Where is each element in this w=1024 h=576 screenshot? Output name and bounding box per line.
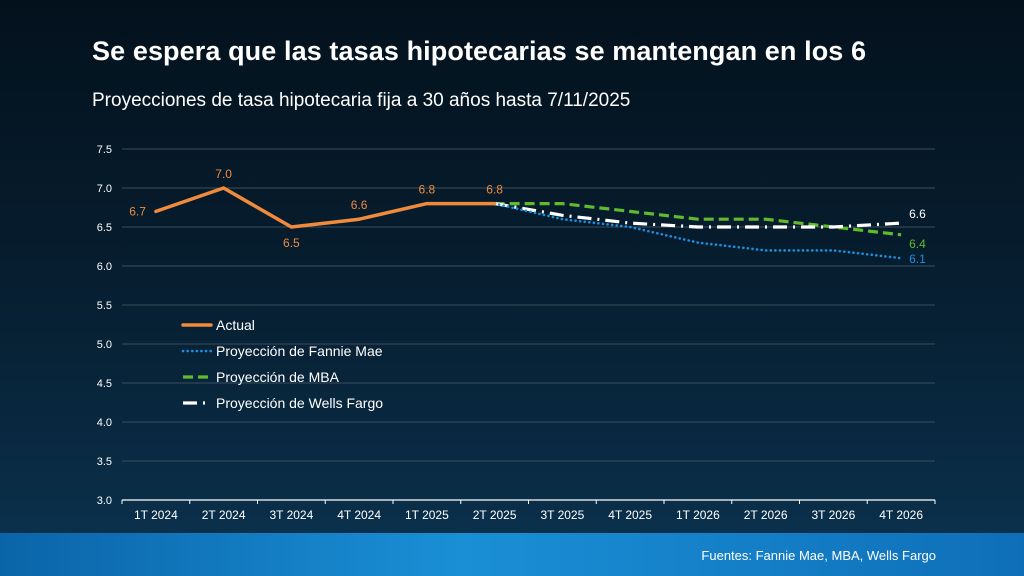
legend-label-actual: Actual [216, 317, 255, 333]
page-title: Se espera que las tasas hipotecarias se … [92, 36, 867, 66]
source-text: Fuentes: Fannie Mae, MBA, Wells Fargo [701, 548, 936, 563]
footer-bar [0, 533, 1024, 576]
x-tick-label: 4T 2026 [879, 508, 923, 522]
x-tick-label: 4T 2025 [608, 508, 652, 522]
x-tick-label: 4T 2024 [337, 508, 381, 522]
data-label-fannie: 6.1 [909, 252, 926, 266]
y-tick-label: 3.5 [97, 456, 112, 468]
legend-label-fannie: Proyección de Fannie Mae [216, 343, 383, 359]
series-line-fannie [493, 202, 903, 260]
y-tick-label: 6.5 [97, 222, 112, 234]
x-tick-label: 2T 2026 [744, 508, 788, 522]
y-tick-label: 6.0 [97, 261, 112, 273]
data-label-wells: 6.6 [909, 207, 926, 221]
x-tick-label: 3T 2025 [540, 508, 584, 522]
data-label-actual: 6.8 [419, 183, 436, 197]
data-label-actual: 7.0 [215, 167, 232, 181]
legend-label-mba: Proyección de MBA [216, 369, 340, 385]
series-line-wells [494, 202, 902, 229]
y-tick-label: 5.0 [97, 339, 112, 351]
x-tick-label: 2T 2025 [473, 508, 517, 522]
x-tick-label: 1T 2024 [134, 508, 178, 522]
x-tick-label: 3T 2026 [811, 508, 855, 522]
y-tick-label: 5.5 [97, 300, 112, 312]
page-subtitle: Proyecciones de tasa hipotecaria fija a … [92, 90, 631, 111]
x-tick-label: 1T 2026 [676, 508, 720, 522]
data-label-actual: 6.8 [486, 183, 503, 197]
data-label-actual: 6.5 [283, 236, 300, 250]
data-label-actual: 6.6 [351, 198, 368, 212]
y-tick-label: 7.0 [97, 183, 112, 195]
data-label-mba: 6.4 [909, 237, 926, 251]
x-tick-label: 1T 2025 [405, 508, 449, 522]
series-line-mba [494, 202, 902, 237]
y-tick-label: 3.0 [97, 495, 112, 507]
x-tick-label: 3T 2024 [269, 508, 313, 522]
x-tick-label: 2T 2024 [202, 508, 246, 522]
y-tick-label: 4.5 [97, 378, 112, 390]
y-tick-label: 7.5 [97, 144, 112, 156]
legend-label-wells: Proyección de Wells Fargo [216, 395, 383, 411]
data-label-actual: 6.7 [129, 204, 146, 218]
series-line-actual [154, 186, 497, 229]
y-tick-label: 4.0 [97, 417, 112, 429]
